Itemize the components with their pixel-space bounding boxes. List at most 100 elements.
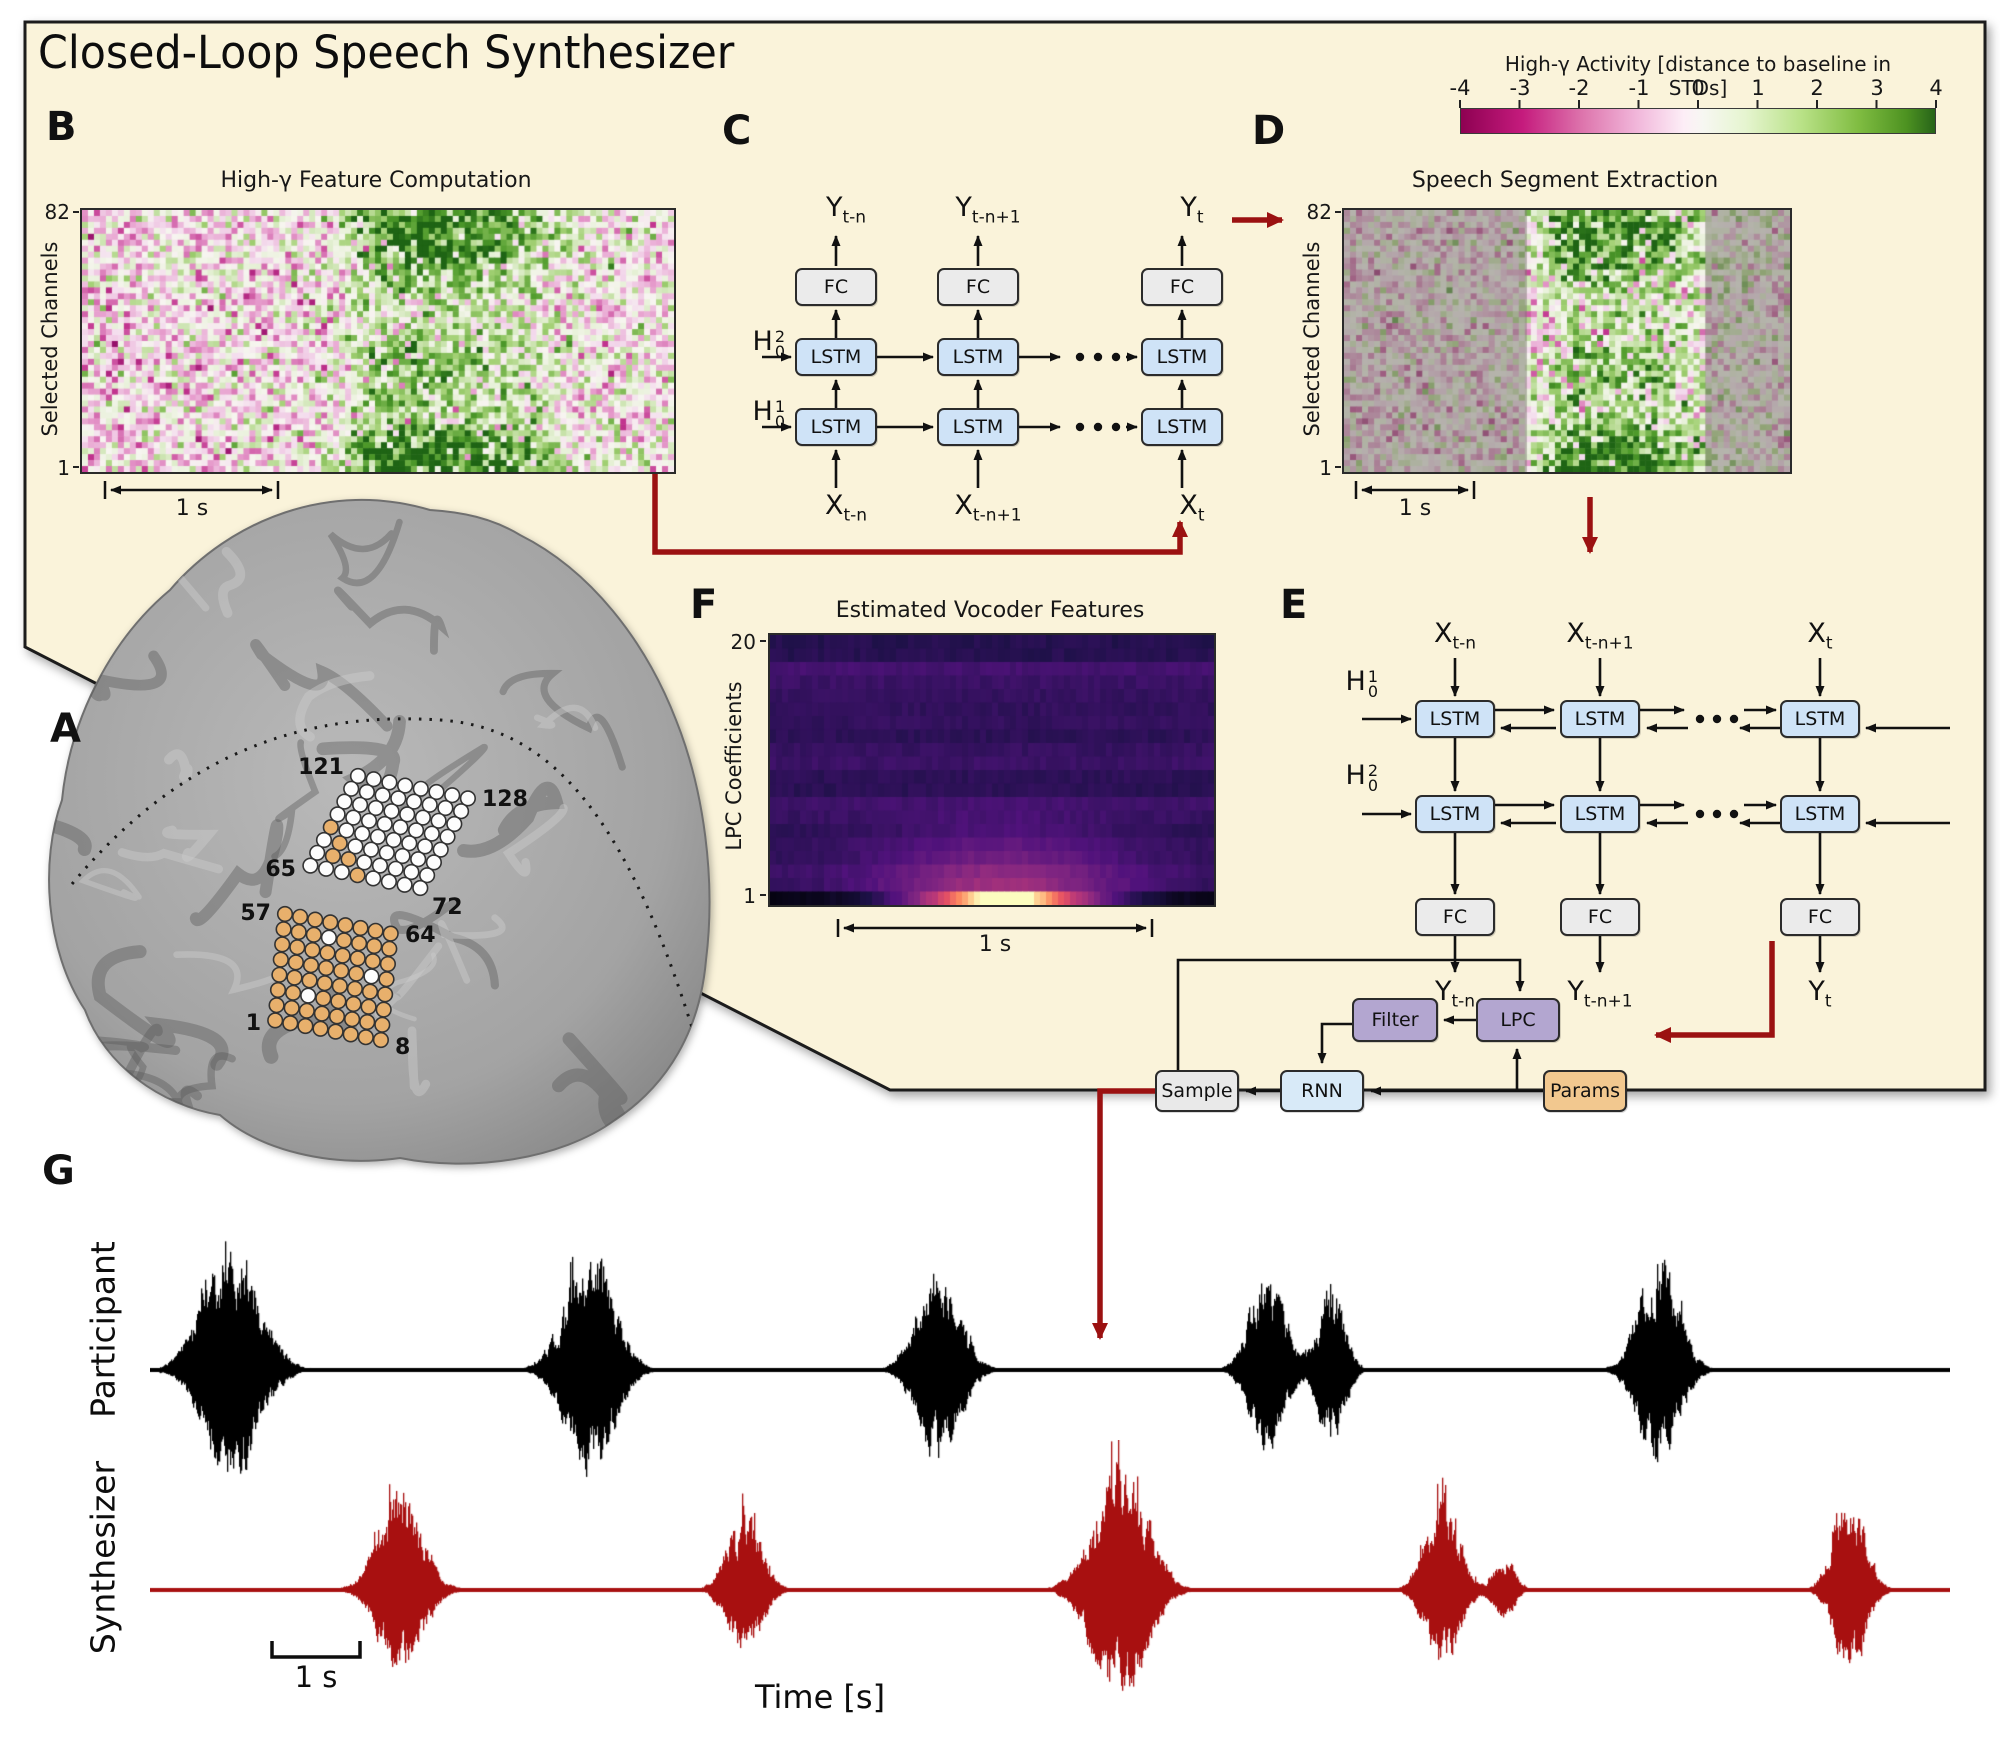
electrode-dot <box>399 806 416 823</box>
vocoder-loop-wires <box>1176 958 1543 1096</box>
output-label: Yt-n+1 <box>955 192 1021 228</box>
panel-g-letter: G <box>42 1148 75 1194</box>
electrode-dot <box>385 831 402 849</box>
colorbar-tick: -1 <box>1628 76 1650 100</box>
fc-box: FC <box>937 268 1019 306</box>
lstm-box: LSTM <box>1560 795 1640 833</box>
input-label: Xt-n <box>824 490 868 526</box>
high-gamma-heatmap-canvas <box>82 210 674 472</box>
fc-box: FC <box>1141 268 1223 306</box>
electrode-dot <box>318 860 335 877</box>
colorbar-tick: 1 <box>1751 76 1765 100</box>
electrode-dot <box>297 1017 314 1035</box>
lpc-box: LPC <box>1476 998 1560 1042</box>
electrode-dot <box>405 793 423 810</box>
fc-box: FC <box>795 268 877 306</box>
ellipsis-dot <box>1075 422 1085 432</box>
electrode-dot <box>444 787 461 804</box>
output-label: Yt <box>1808 976 1832 1012</box>
electrode-dot <box>367 799 384 817</box>
electrode-dot <box>410 851 427 868</box>
params-box: Params <box>1543 1070 1627 1112</box>
input-label: Xt-n <box>1433 618 1477 654</box>
one-second-bracket <box>270 1641 362 1659</box>
electrode-dot <box>365 771 382 788</box>
electrode-dot <box>357 1029 374 1046</box>
electrode-dot <box>356 854 373 871</box>
electrode-dot <box>378 844 395 861</box>
electrode-dot <box>414 809 432 826</box>
electrode-dot <box>430 812 447 829</box>
colorbar-tick: 0 <box>1691 76 1705 100</box>
electrode-dot <box>425 854 443 871</box>
lstm-box: LSTM <box>1415 700 1495 738</box>
electrode-dot <box>394 847 411 865</box>
panel-b-ytick-bottom: 1 <box>57 456 70 480</box>
colorbar-gradient <box>1460 108 1936 134</box>
electrode-dot <box>416 838 434 855</box>
electrode-dot <box>331 835 348 852</box>
panel-f-ytick-top: 20 <box>730 630 756 654</box>
electrode-dot <box>387 860 404 877</box>
lstm-box: LSTM <box>937 338 1019 376</box>
panel-a-letter: A <box>50 706 81 752</box>
electrode-dot <box>338 822 355 839</box>
electrode-grid-label: 128 <box>482 787 528 812</box>
electrode-dot <box>437 799 454 817</box>
red-flow-arrows <box>652 212 1775 1340</box>
electrode-dot <box>376 815 393 833</box>
electrode-dot <box>372 1031 390 1049</box>
electrode-grid-label: 64 <box>405 923 436 948</box>
electrode-dot <box>412 780 429 797</box>
electrode-dot <box>343 780 360 797</box>
output-label: Yt-n <box>825 192 867 228</box>
electrode-dot <box>412 879 429 897</box>
figure-title: Closed-Loop Speech Synthesizer <box>38 26 735 79</box>
electrode-dot <box>282 1015 299 1032</box>
electrode-dot <box>421 796 438 813</box>
electrode-dot <box>349 767 367 785</box>
electrode-dot <box>401 835 418 852</box>
electrode-grid-label: 1 <box>246 1011 261 1036</box>
fc-box: FC <box>1560 898 1640 936</box>
electrode-dot <box>381 774 398 791</box>
panel-d-ytick-top: 82 <box>1306 200 1332 224</box>
speech-segment-heatmap-canvas <box>1344 210 1790 472</box>
electrode-grid-label: 57 <box>240 901 271 926</box>
input-label: Xt <box>1807 618 1833 654</box>
panel-g-scalebar-label: 1 s <box>294 1660 338 1694</box>
colorbar-tick: -3 <box>1509 76 1531 100</box>
electrode-dot <box>408 822 425 839</box>
panel-d-scalebar-label: 1 s <box>1398 496 1432 521</box>
electrode-dot <box>333 863 350 881</box>
input-label: Xt-n+1 <box>954 490 1022 526</box>
electrode-dot <box>419 867 436 884</box>
panel-f-plot-frame <box>768 633 1216 907</box>
electrode-dot <box>371 857 389 874</box>
ellipsis-dot <box>1111 422 1121 432</box>
output-label: Yt-n+1 <box>1567 976 1633 1012</box>
electrode-dot <box>267 1012 284 1029</box>
input-label: Xt-n+1 <box>1566 618 1634 654</box>
synthesizer-waveform-canvas <box>150 1440 1950 1730</box>
panel-f-letter: F <box>690 582 718 628</box>
fc-box: FC <box>1780 898 1860 936</box>
electrode-dot <box>390 790 407 807</box>
electrode-dot <box>432 841 449 858</box>
fc-box: FC <box>1415 898 1495 936</box>
electrode-dot <box>403 863 420 881</box>
electrode-dot <box>369 828 387 845</box>
electrode-dot <box>428 783 445 801</box>
output-label: Yt <box>1180 192 1204 228</box>
electrode-dot <box>380 873 398 890</box>
panel-b-title: High-γ Feature Computation <box>220 168 532 193</box>
panel-d-ytick-bottom: 1 <box>1319 456 1332 480</box>
panel-d-letter: D <box>1252 108 1286 154</box>
panel-c-letter: C <box>722 108 752 154</box>
colorbar-tick: 4 <box>1929 76 1943 100</box>
ellipsis-dot <box>1712 714 1722 724</box>
ellipsis-dot <box>1075 352 1085 362</box>
